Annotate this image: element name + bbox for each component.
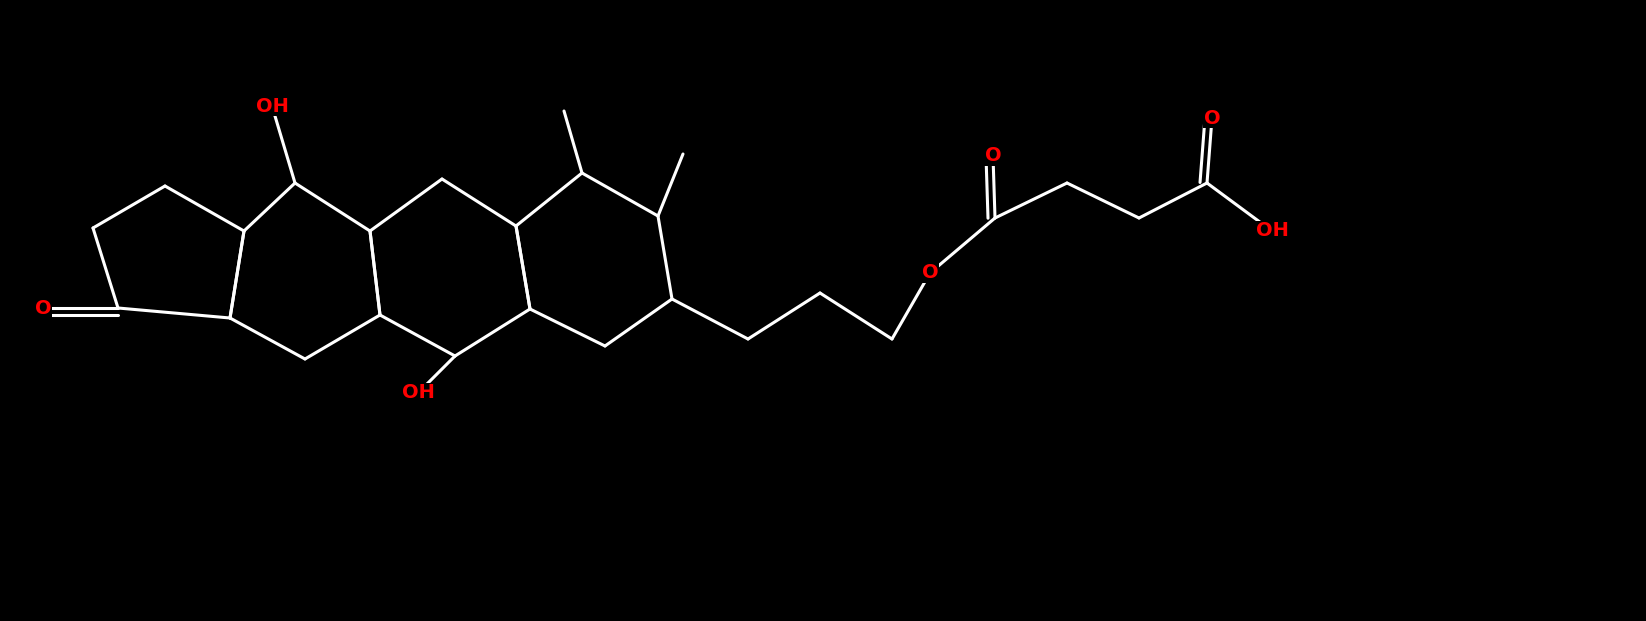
Text: O: O: [984, 147, 1001, 166]
Text: OH: OH: [255, 96, 288, 116]
Text: O: O: [1203, 109, 1220, 127]
Text: OH: OH: [1256, 222, 1289, 240]
Text: O: O: [35, 299, 51, 317]
Text: O: O: [922, 263, 938, 283]
Text: OH: OH: [402, 384, 435, 402]
